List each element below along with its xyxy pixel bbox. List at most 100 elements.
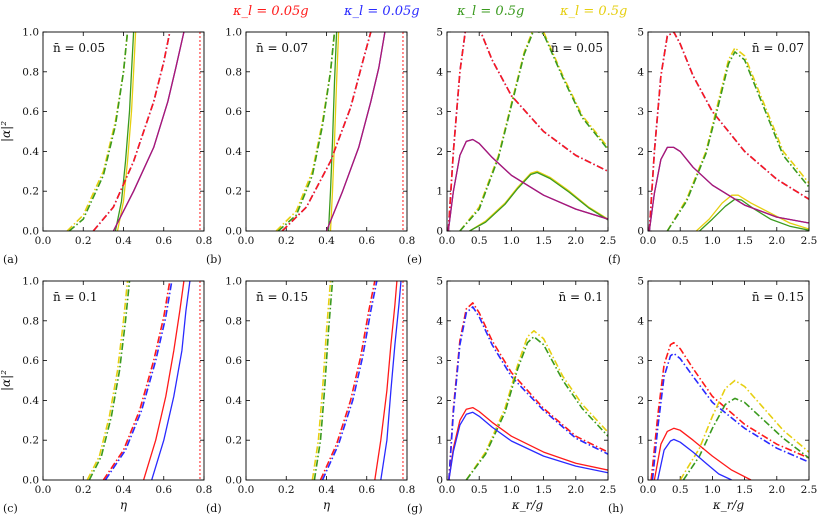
y-tick-label: 0: [637, 226, 644, 238]
x-tick-label: 0.0: [640, 235, 657, 247]
y-tick-label: 0.8: [225, 315, 242, 327]
series-group: [311, 281, 402, 480]
series-line: [102, 281, 171, 480]
y-tick-label: 3: [637, 106, 644, 118]
nbar-label: n̄ = 0.05: [53, 41, 105, 55]
y-tick-label: 0.4: [225, 395, 242, 407]
y-tick-label: 5: [436, 276, 443, 288]
y-tick-label: 0.0: [22, 226, 39, 238]
panel-c: 0.0 0.2 0.4 0.6 0.8 0.0 0.2 0.4 0.6 0.8 1.0 n̄ = 0.…: [0, 276, 212, 516]
y-tick-label: 0.8: [22, 315, 39, 327]
series-line: [275, 32, 336, 231]
series-line: [88, 281, 131, 480]
y-tick-label: 1: [436, 186, 443, 198]
x-tick-label: 0.2: [278, 235, 295, 247]
series-line: [682, 397, 809, 480]
y-tick-label: 3: [436, 106, 443, 118]
series-line: [469, 171, 608, 231]
x-axis-label: κ_r/g: [712, 498, 745, 512]
x-tick-label: 0.0: [439, 235, 456, 247]
series-line: [374, 281, 398, 480]
series-line: [648, 146, 809, 231]
series-group: [447, 32, 608, 231]
legend-entry-red: κ_l = 0.05g: [232, 4, 309, 19]
y-axis-label: |α|²: [0, 121, 13, 142]
x-tick-label: 0.2: [75, 484, 92, 496]
y-tick-label: 0.6: [225, 355, 242, 367]
x-tick-label: 2.0: [567, 235, 584, 247]
x-tick-label: 1.5: [535, 484, 552, 496]
series-line: [66, 32, 129, 231]
x-axis-label: η: [323, 498, 331, 512]
panel-e: 0.0 0.5 1.0 1.5 2.0 2.5 0 1 2 3 4 5 n̄ = 0.05 (e): [407, 27, 616, 267]
y-tick-label: 0.4: [22, 395, 39, 407]
y-tick-label: 0.8: [22, 66, 39, 78]
series-line: [281, 32, 372, 231]
x-tick-label: 2.5: [801, 235, 818, 247]
y-tick-label: 4: [436, 315, 443, 327]
x-tick-label: 2.5: [801, 484, 818, 496]
series-line: [321, 281, 378, 480]
x-tick-label: 2.0: [768, 235, 785, 247]
series-line: [116, 32, 137, 231]
y-tick-label: 4: [436, 66, 443, 78]
nbar-label: n̄ = 0.15: [256, 290, 308, 304]
y-tick-label: 0.0: [22, 475, 39, 487]
panel-frame: [245, 280, 408, 481]
y-tick-label: 0: [637, 475, 644, 487]
series-line: [325, 32, 386, 231]
x-tick-label: 0.4: [115, 235, 132, 247]
y-tick-label: 0.4: [22, 146, 39, 158]
x-tick-label: 0.5: [672, 484, 689, 496]
series-line: [447, 32, 608, 231]
x-tick-label: 0.0: [238, 235, 255, 247]
nbar-label: n̄ = 0.15: [752, 290, 804, 304]
panel-frame: [647, 280, 810, 481]
x-tick-label: 0.0: [439, 484, 456, 496]
series-line: [277, 32, 336, 231]
x-tick-label: 1.0: [503, 484, 520, 496]
y-tick-label: 3: [436, 355, 443, 367]
nbar-label: n̄ = 0.1: [53, 290, 98, 304]
x-tick-label: 0.4: [318, 235, 335, 247]
series-line: [92, 32, 171, 231]
x-tick-label: 0.6: [358, 235, 375, 247]
x-tick-label: 0.5: [471, 235, 488, 247]
panel-h: 0.0 0.5 1.0 1.5 2.0 2.5 0 1 2 3 4 5 n̄ = 0.15 (h) κ_r/…: [608, 276, 817, 516]
x-tick-label: 2.5: [600, 484, 617, 496]
panel-a: 0.0 0.2 0.4 0.6 0.8 0.0 0.2 0.4 0.6 0.8 1.0 n̄ = 0.…: [0, 27, 212, 267]
x-tick-label: 2.0: [567, 484, 584, 496]
series-line: [666, 47, 809, 231]
y-tick-label: 0.0: [225, 226, 242, 238]
y-tick-label: 1: [637, 186, 644, 198]
y-tick-label: 2: [637, 146, 644, 158]
y-tick-label: 1.0: [225, 27, 242, 39]
series-line: [380, 281, 402, 480]
panel-frame: [446, 31, 609, 232]
y-tick-label: 0.8: [225, 66, 242, 78]
y-tick-label: 3: [637, 355, 644, 367]
y-tick-label: 2: [436, 395, 443, 407]
series-line: [465, 335, 608, 480]
nbar-label: n̄ = 0.05: [551, 41, 603, 55]
x-tick-label: 1.0: [704, 235, 721, 247]
x-tick-label: 1.0: [503, 235, 520, 247]
y-tick-label: 0: [436, 226, 443, 238]
x-tick-label: 0.4: [115, 484, 132, 496]
series-line: [68, 32, 129, 231]
series-line: [650, 341, 809, 480]
legend-entry-blue: κ_l = 0.05g: [343, 4, 420, 19]
series-line: [448, 302, 608, 480]
x-axis-label: η: [120, 498, 128, 512]
panel-g: 0.0 0.5 1.0 1.5 2.0 2.5 0 1 2 3 4 5 n̄ = 0.1 (g) κ_r/g: [407, 276, 616, 516]
y-tick-label: 0.6: [22, 106, 39, 118]
panel-d: 0.0 0.2 0.4 0.6 0.8 0.0 0.2 0.4 0.6 0.8 1.0 n̄ = 0.…: [206, 276, 415, 516]
nbar-label: n̄ = 0.07: [752, 41, 804, 55]
x-tick-label: 0.8: [196, 235, 213, 247]
x-tick-label: 1.5: [736, 235, 753, 247]
x-tick-label: 0.5: [672, 235, 689, 247]
y-tick-label: 5: [637, 276, 644, 288]
y-tick-label: 0.2: [22, 186, 39, 198]
series-line: [112, 32, 185, 231]
